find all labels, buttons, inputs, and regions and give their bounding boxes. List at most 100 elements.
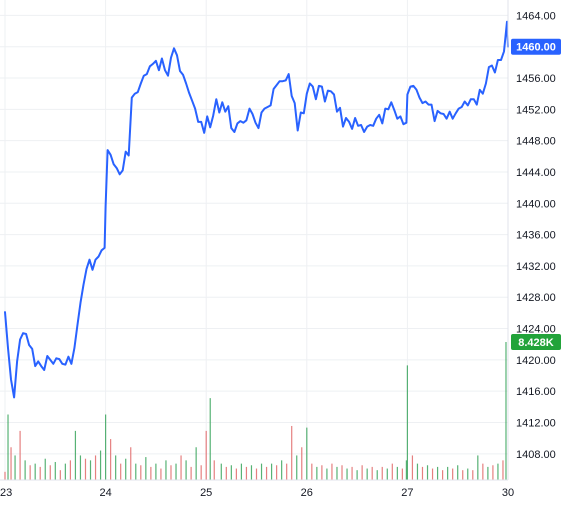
volume-bar xyxy=(361,465,363,480)
volume-bar xyxy=(74,430,77,480)
volume-bar xyxy=(286,463,288,480)
volume-bar xyxy=(19,430,21,480)
volume-bar xyxy=(213,460,215,480)
axis-badges: 1460.00 8.428K xyxy=(511,38,561,350)
volume-bar xyxy=(291,425,293,480)
volume-bar xyxy=(336,466,338,480)
y-tick-label: 1416.00 xyxy=(516,386,556,398)
volume-bar xyxy=(391,463,393,480)
volume-label: 8.428K xyxy=(518,337,554,349)
volume-bar xyxy=(160,468,162,480)
volume-bar xyxy=(321,465,323,480)
volume-bar xyxy=(44,458,46,480)
volume-bar xyxy=(7,414,9,480)
volume-bar xyxy=(311,463,313,480)
y-tick-label: 1408.00 xyxy=(516,449,556,461)
volume-bar xyxy=(225,466,227,480)
volume-bar xyxy=(371,466,373,480)
volume-bar xyxy=(416,463,419,480)
x-tick-label: 26 xyxy=(301,487,313,499)
volume-bar xyxy=(487,466,489,480)
volume-bar xyxy=(49,465,51,480)
volume-bar xyxy=(346,468,348,480)
volume-bar xyxy=(89,460,92,480)
volume-bar xyxy=(59,470,61,480)
volume-badge xyxy=(511,334,561,350)
volume-bar xyxy=(39,466,41,480)
volume-bar xyxy=(64,463,66,480)
volume-bar xyxy=(270,463,273,480)
volume-bar xyxy=(94,455,97,480)
volume-bar xyxy=(235,468,237,480)
volume-bar xyxy=(301,447,303,480)
volume-bar xyxy=(326,468,328,480)
volume-bar xyxy=(155,463,157,480)
y-tick-label: 1444.00 xyxy=(516,167,556,179)
volume-bar xyxy=(421,466,424,480)
y-tick-label: 1464.00 xyxy=(516,10,556,22)
x-tick-label: 23 xyxy=(0,487,12,499)
volume-bar xyxy=(24,460,26,480)
volume-bar xyxy=(406,365,408,480)
time-axis: 23 24 25 26 27 30 xyxy=(0,479,514,499)
volume-bar xyxy=(79,455,82,480)
volume-bar xyxy=(381,466,383,480)
volume-bar xyxy=(54,461,56,480)
volume-bar xyxy=(205,430,207,480)
volume-bar xyxy=(14,455,16,480)
volume-bar xyxy=(462,470,464,480)
y-tick-label: 1436.00 xyxy=(516,230,556,242)
volume-bar xyxy=(386,468,388,480)
volume-bar xyxy=(477,455,479,480)
volume-bar xyxy=(276,465,278,480)
volume-bar xyxy=(105,414,107,480)
volume-bar xyxy=(245,466,248,480)
volume-bar xyxy=(341,465,343,480)
x-tick-label: 27 xyxy=(401,487,413,499)
volume-bar xyxy=(436,466,439,480)
volume-bar xyxy=(34,463,36,480)
volume-bar xyxy=(255,468,258,480)
volume-bar xyxy=(29,465,31,480)
y-tick-label: 1456.00 xyxy=(516,73,556,85)
volume-bar xyxy=(426,465,429,480)
volume-bar xyxy=(115,455,117,480)
volume-bar xyxy=(140,465,142,480)
volume-bar xyxy=(125,458,127,480)
volume-bar xyxy=(411,455,414,480)
volume-bar xyxy=(447,466,449,480)
volume-bar xyxy=(492,465,494,480)
volume-bar xyxy=(10,447,12,480)
volume-bar xyxy=(502,460,504,480)
volume-bar xyxy=(356,470,358,480)
volume-bar xyxy=(150,466,152,480)
volume-bar xyxy=(209,398,211,480)
x-tick-label: 25 xyxy=(200,487,212,499)
y-tick-label: 1448.00 xyxy=(516,136,556,148)
y-tick-label: 1428.00 xyxy=(516,292,556,304)
last-price-label: 1460.00 xyxy=(516,42,556,54)
volume-bar xyxy=(165,460,167,480)
y-tick-label: 1452.00 xyxy=(516,104,556,116)
volume-bar xyxy=(306,427,308,480)
volume-bar xyxy=(396,466,398,480)
volume-bar xyxy=(220,463,222,480)
volume-bar xyxy=(195,447,197,480)
volume-bar xyxy=(497,463,499,480)
volume-bar xyxy=(4,471,6,480)
volume-bar xyxy=(505,342,507,480)
y-tick-label: 1432.00 xyxy=(516,261,556,273)
volume-bar xyxy=(130,447,132,480)
volume-bar xyxy=(145,457,147,480)
volume-bar xyxy=(84,458,87,480)
volume-bar xyxy=(190,466,192,480)
volume-bar xyxy=(250,465,253,480)
volume-bar xyxy=(99,450,102,480)
volume-bar xyxy=(265,466,268,480)
volume-bar xyxy=(316,466,318,480)
volume-bar xyxy=(431,468,434,480)
y-tick-label: 1420.00 xyxy=(516,355,556,367)
price-axis: 1408.00 1412.00 1416.00 1420.00 1424.00 1428.… xyxy=(507,0,556,480)
